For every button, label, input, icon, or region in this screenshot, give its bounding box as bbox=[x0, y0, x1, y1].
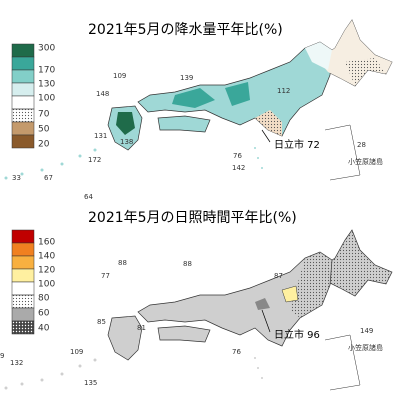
station-value: 87 bbox=[274, 272, 283, 280]
legend-label: 50 bbox=[38, 125, 50, 135]
station-value: 148 bbox=[96, 90, 109, 98]
station-value: 67 bbox=[44, 174, 53, 182]
station-value: 28 bbox=[357, 141, 366, 149]
callout-line bbox=[261, 129, 271, 143]
sunshine-map bbox=[4, 229, 393, 391]
region bbox=[172, 88, 215, 108]
station-value: 76 bbox=[232, 348, 241, 356]
station-value: 139 bbox=[180, 74, 193, 82]
legend-label: 60 bbox=[38, 309, 50, 319]
station-value: 138 bbox=[120, 138, 133, 146]
callout-line bbox=[261, 309, 271, 333]
station-value: 9 bbox=[0, 352, 4, 360]
legend-label: 100 bbox=[38, 280, 55, 290]
station-value: 109 bbox=[70, 348, 83, 356]
station-value: 88 bbox=[183, 260, 192, 268]
station-value: 77 bbox=[101, 272, 110, 280]
legend-label: 70 bbox=[38, 110, 50, 120]
legend-label: 120 bbox=[38, 266, 55, 276]
station-value: 109 bbox=[113, 72, 126, 80]
station-value: 33 bbox=[12, 174, 21, 182]
islands-label: 小笠原諸島 bbox=[348, 157, 383, 166]
station-value: 142 bbox=[232, 164, 245, 172]
land bbox=[4, 229, 393, 391]
legend-label: 20 bbox=[38, 140, 50, 150]
region bbox=[345, 58, 386, 86]
legend-label: 40 bbox=[38, 324, 50, 334]
region bbox=[318, 230, 392, 296]
legend-label: 80 bbox=[38, 294, 50, 304]
region bbox=[290, 252, 332, 318]
legend-label: 300 bbox=[38, 44, 55, 54]
station-value: 88 bbox=[118, 259, 127, 267]
legend-label: 100 bbox=[38, 94, 55, 104]
station-value: 81 bbox=[137, 324, 146, 332]
islands-label: 小笠原諸島 bbox=[348, 343, 383, 352]
region bbox=[305, 42, 332, 70]
station-value: 131 bbox=[94, 132, 107, 140]
station-value: 76 bbox=[233, 152, 242, 160]
region bbox=[281, 285, 299, 303]
callout-label: 日立市 72 bbox=[274, 138, 320, 151]
station-value: 132 bbox=[10, 359, 23, 367]
legend bbox=[11, 229, 35, 335]
legend-label: 130 bbox=[38, 80, 55, 90]
station-value: 85 bbox=[97, 318, 106, 326]
region bbox=[116, 112, 135, 135]
legend-label: 140 bbox=[38, 252, 55, 262]
precip-map bbox=[4, 19, 393, 181]
station-value: 64 bbox=[84, 193, 93, 201]
region bbox=[255, 298, 270, 310]
callout-label: 日立市 96 bbox=[274, 328, 320, 341]
region bbox=[255, 110, 282, 136]
station-value: 149 bbox=[360, 327, 373, 335]
map-title: 2021年5月の降水量平年比(%) bbox=[88, 22, 283, 38]
region bbox=[225, 82, 250, 106]
map-title: 2021年5月の日照時間平年比(%) bbox=[88, 210, 297, 226]
station-value: 172 bbox=[88, 156, 101, 164]
station-value: 112 bbox=[277, 87, 290, 95]
station-value: 135 bbox=[84, 379, 97, 387]
legend bbox=[11, 43, 35, 149]
legend-label: 160 bbox=[38, 238, 55, 248]
legend-label: 170 bbox=[38, 66, 55, 76]
